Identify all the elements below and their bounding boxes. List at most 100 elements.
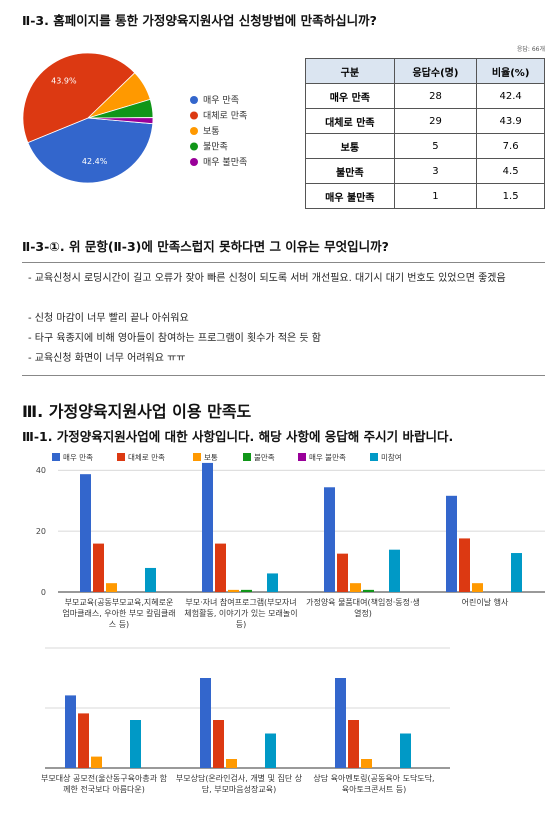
- cell: 매우 불만족: [305, 183, 395, 209]
- bar: [337, 553, 348, 592]
- table-note: 응답: 66개: [516, 46, 545, 53]
- section-title: Ⅱ-3. 홈페이지를 통한 가정양육지원사업 신청방법에 만족하십니까?: [22, 13, 377, 28]
- bar: [335, 678, 346, 768]
- comment-item: - 교육신청시 로딩시간이 길고 오류가 잦아 빠른 신청이 되도록 서버 개선…: [28, 273, 506, 284]
- table-body: 매우 만족 28 42.4 대체로 만족 29 43.9 보통 5 7.6 불만족 3 4.5 매우 불…: [305, 83, 545, 209]
- comment-item: - 교육신청 화면이 너무 어려워요 ㅠㅠ: [28, 353, 186, 364]
- table: 구분 응답수(명) 비율(%) 매우 만족 28 42.4 대체로 만족 29 43.9 보통 5…: [305, 58, 545, 209]
- legend-label: 보통: [204, 453, 218, 462]
- bar: [106, 583, 117, 592]
- bar: [472, 583, 483, 592]
- pie-slice: [27, 117, 154, 184]
- bar: [389, 549, 400, 592]
- x-tick-label: 가정양육 물품대여(책임정·동정·생열정): [306, 598, 420, 618]
- x-tick-label: 부모대상 공모전(울산동구육아총과 함께한 전국보다 아름다운): [41, 774, 167, 794]
- bar: [200, 678, 211, 768]
- cell: 5: [393, 133, 478, 159]
- legend-marker: [298, 453, 306, 461]
- cell: 1.5: [476, 183, 545, 209]
- pie-slice: [87, 117, 154, 125]
- bar: [65, 695, 76, 768]
- cell: 42.4: [476, 83, 545, 109]
- legend-marker: [190, 158, 198, 166]
- legend-label: 대체로 만족: [203, 111, 247, 122]
- comment-box: [22, 262, 545, 376]
- cell: 매우 만족: [305, 83, 395, 109]
- header-cell: 비율(%): [476, 58, 545, 84]
- y-tick-label: 0: [41, 588, 46, 597]
- table-row: 대체로 만족 29 43.9: [305, 108, 545, 134]
- table-row: 보통 5 7.6: [305, 133, 545, 159]
- legend-label: 불만족: [203, 142, 228, 153]
- bar: [226, 759, 237, 768]
- legend-label: 매우 만족: [203, 95, 239, 106]
- x-tick-label: 부모상담(온라인검사, 개별 및 집단 상담, 부모마음성장교육): [175, 774, 303, 794]
- section-subtitle: Ⅲ-1. 가정양육지원사업에 대한 사항입니다. 해당 사항에 응답해 주시기 …: [22, 429, 454, 444]
- comment-item: - 타구 육종지에 비해 영아들이 참여하는 프로그램이 횟수가 적은 듯 함: [28, 333, 321, 344]
- legend-marker: [190, 127, 198, 135]
- cell: 43.9: [476, 108, 545, 134]
- comment-item: - 신청 마감이 너무 빨리 끝나 아쉬워요: [28, 313, 189, 324]
- header-cell: 응답수(명): [393, 58, 478, 84]
- bar: [80, 474, 91, 592]
- bar: [324, 487, 335, 592]
- legend-marker: [243, 453, 251, 461]
- bar: [241, 589, 252, 592]
- bar: [348, 720, 359, 768]
- bar: [400, 733, 411, 768]
- cell: 보통: [305, 133, 395, 159]
- cell: 7.6: [476, 133, 545, 159]
- pie-slice: [22, 52, 136, 144]
- bar: [215, 543, 226, 592]
- bar: [361, 759, 372, 768]
- bar: [93, 543, 104, 592]
- y-tick-label: 40: [36, 466, 46, 475]
- bar: [145, 567, 156, 592]
- section-title: Ⅱ-3-①. 위 문항(Ⅱ-3)에 만족스럽지 못하다면 그 이유는 무엇입니까…: [22, 239, 389, 254]
- table-row: 불만족 3 4.5: [305, 158, 545, 184]
- legend-label: 불만족: [254, 453, 275, 462]
- bar: [78, 713, 89, 768]
- bar: [267, 573, 278, 592]
- bar: [511, 553, 522, 592]
- bar: [446, 495, 457, 592]
- table-row: 매우 만족 28 42.4: [305, 83, 545, 109]
- x-tick-label: 부모교육(공동부모교육,지혜로운 엄마클래스, 우아한 부모 칼림클래스 등): [62, 598, 176, 629]
- bar: [228, 589, 239, 592]
- legend-label: 매우 불만족: [203, 157, 247, 168]
- table-row: 매우 불만족 1 1.5: [305, 183, 545, 209]
- slice-label: 43.9%: [51, 76, 77, 85]
- legend-label: 매우 만족: [63, 453, 93, 462]
- legend-marker: [190, 96, 198, 104]
- legend-label: 보통: [203, 126, 220, 137]
- cell: 대체로 만족: [305, 108, 395, 134]
- legend-label: 미참여: [381, 452, 402, 462]
- legend-marker: [190, 142, 198, 151]
- cell: 불만족: [305, 158, 395, 184]
- bar: [213, 720, 224, 768]
- bar: [459, 538, 470, 592]
- bar: [265, 733, 276, 768]
- table-header: 구분 응답수(명) 비율(%): [305, 58, 545, 84]
- legend-marker: [370, 453, 378, 461]
- bar: [350, 583, 361, 592]
- bar: [91, 756, 102, 768]
- legend-marker: [193, 453, 201, 461]
- section-title: Ⅲ. 가정양육지원사업 이용 만족도: [22, 402, 252, 421]
- bar: [363, 589, 374, 592]
- header-cell: 구분: [305, 58, 395, 84]
- cell: 3: [393, 158, 478, 184]
- x-tick-label: 상담 육아멘토링(공동육아 도닥도닥, 육아토크콘서트 등): [313, 774, 435, 794]
- cell: 4.5: [476, 158, 545, 184]
- bar: [130, 720, 141, 768]
- y-tick-label: 20: [36, 527, 46, 536]
- x-tick-label: 어린이날 행사: [461, 598, 509, 607]
- cell: 28: [393, 83, 478, 109]
- cell: 1: [393, 183, 478, 209]
- legend-marker: [190, 111, 198, 120]
- slice-label: 42.4%: [82, 157, 108, 166]
- x-tick-label: 부모·자녀 참여프로그램(부모자녀 체험활동, 이야기가 있는 모래놀이 등): [184, 598, 298, 629]
- legend-marker: [117, 453, 125, 461]
